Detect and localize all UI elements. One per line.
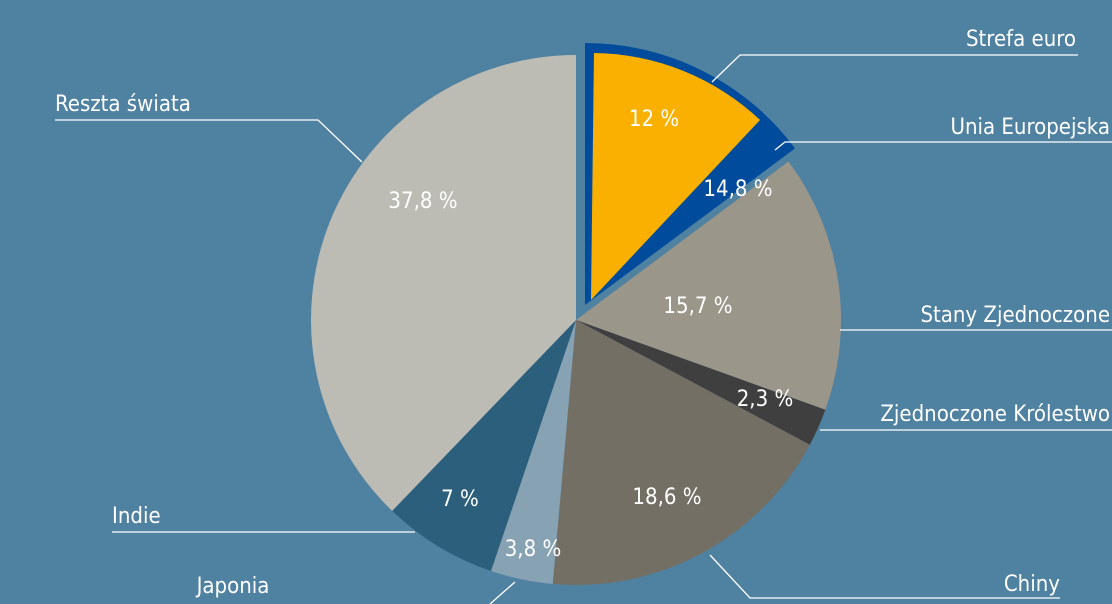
category-label: Zjednoczone Królestwo <box>880 402 1110 427</box>
value-label: 37,8 % <box>388 189 457 214</box>
category-label: Reszta świata <box>55 92 191 117</box>
pie-slice-inner <box>591 53 761 300</box>
leader-line <box>774 141 1112 151</box>
category-label: Unia Europejska <box>950 115 1110 140</box>
pie-slice <box>552 320 810 585</box>
category-label: Strefa euro <box>966 27 1076 52</box>
pie-slice <box>310 55 576 511</box>
category-label: Japonia <box>195 574 270 599</box>
pie-slice <box>490 320 576 584</box>
leader-line <box>55 119 363 163</box>
leader-line <box>709 554 1060 599</box>
value-label: 12 % <box>629 107 679 132</box>
leader-line <box>489 581 516 604</box>
category-label: Stany Zjednoczone <box>920 303 1110 328</box>
leader-line <box>711 54 1078 83</box>
category-label: Chiny <box>1004 572 1060 597</box>
value-label: 2,3 % <box>737 387 794 412</box>
category-label: Indie <box>112 504 161 529</box>
pie-slice <box>392 320 576 571</box>
value-label: 14,8 % <box>703 177 772 202</box>
value-label: 15,7 % <box>663 294 732 319</box>
pie-slice <box>576 161 841 410</box>
value-label: 3,8 % <box>505 537 562 562</box>
pie-slice <box>576 320 826 445</box>
value-label: 18,6 % <box>632 485 701 510</box>
value-label: 7 % <box>441 487 479 512</box>
